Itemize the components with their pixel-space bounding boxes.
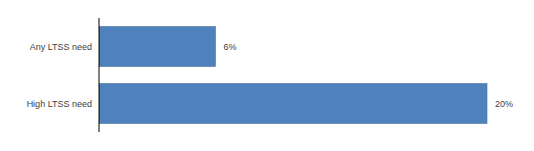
page: {"chart_data": {"type": "bar", "orientat… <box>0 0 534 151</box>
category-label: Any LTSS need <box>30 42 92 52</box>
data-label: 20% <box>495 99 513 109</box>
chart-container: Any LTSS need 6% High LTSS need 20% <box>0 0 534 151</box>
bars <box>99 27 487 124</box>
labels: Any LTSS need 6% High LTSS need 20% <box>27 42 513 109</box>
bar <box>99 27 215 67</box>
category-label: High LTSS need <box>27 99 92 109</box>
data-label: 6% <box>223 42 236 52</box>
category-axis <box>99 18 100 132</box>
bar <box>99 84 487 124</box>
chart-svg: Any LTSS need 6% High LTSS need 20% <box>0 0 534 151</box>
